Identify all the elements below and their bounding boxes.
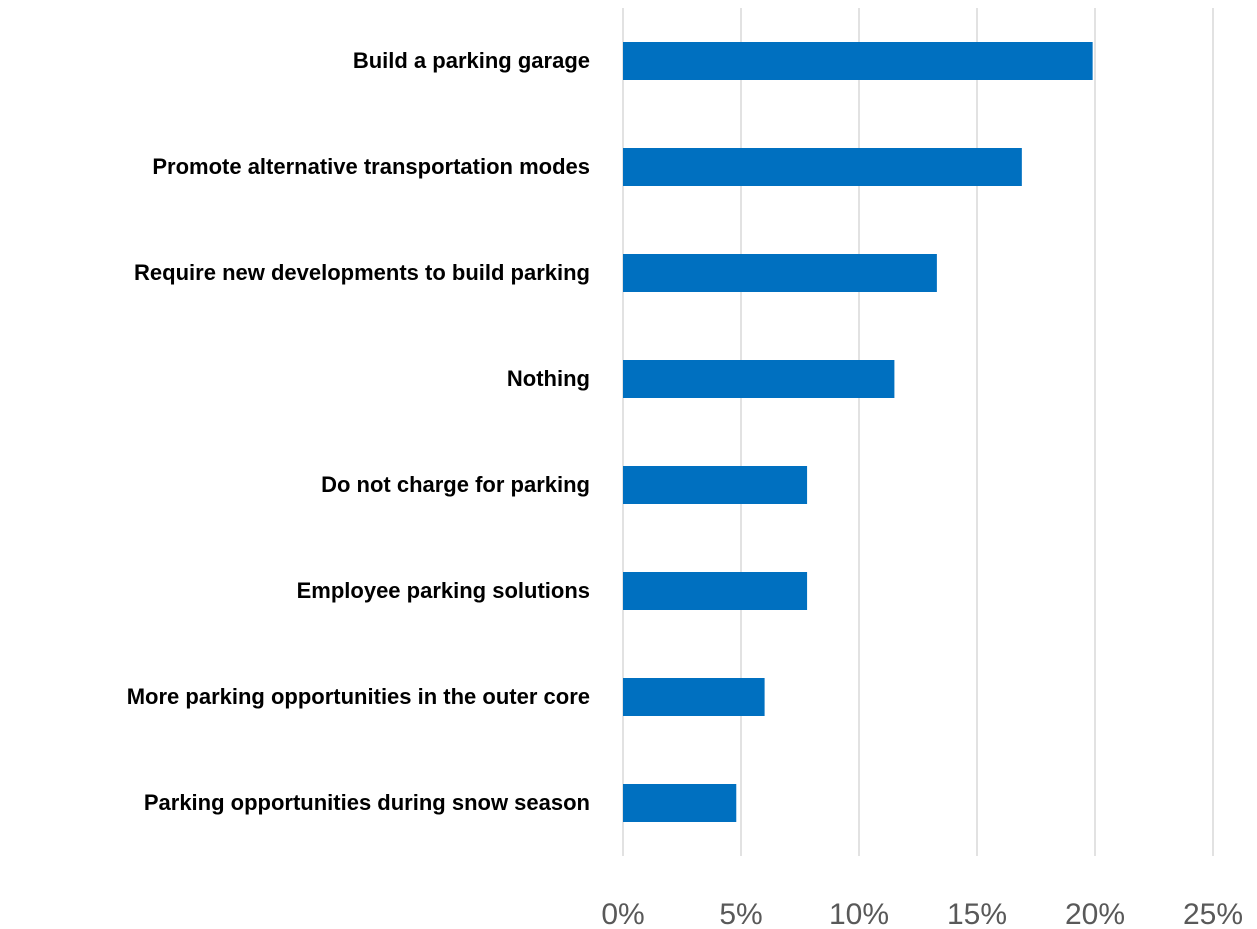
bar <box>623 360 895 398</box>
category-label: Do not charge for parking <box>321 472 590 497</box>
category-label: Parking opportunities during snow season <box>143 790 590 815</box>
bar <box>623 784 737 822</box>
category-label: Employee parking solutions <box>296 578 590 603</box>
category-label: Build a parking garage <box>352 48 590 73</box>
x-tick-label: 10% <box>829 898 889 929</box>
x-tick-label: 15% <box>947 898 1007 929</box>
category-label: More parking opportunities in the outer … <box>126 684 590 709</box>
bar <box>623 254 937 292</box>
bar <box>623 42 1093 80</box>
category-label: Nothing <box>506 366 590 391</box>
bar <box>623 678 765 716</box>
x-tick-label: 20% <box>1065 898 1125 929</box>
category-label: Require new developments to build parkin… <box>134 260 590 285</box>
x-tick-label: 5% <box>719 898 762 929</box>
bar <box>623 148 1022 186</box>
x-tick-label: 0% <box>601 898 644 929</box>
bar <box>623 572 808 610</box>
category-label: Promote alternative transportation modes <box>152 154 590 179</box>
bar <box>623 466 808 504</box>
x-tick-label: 25% <box>1183 898 1243 929</box>
